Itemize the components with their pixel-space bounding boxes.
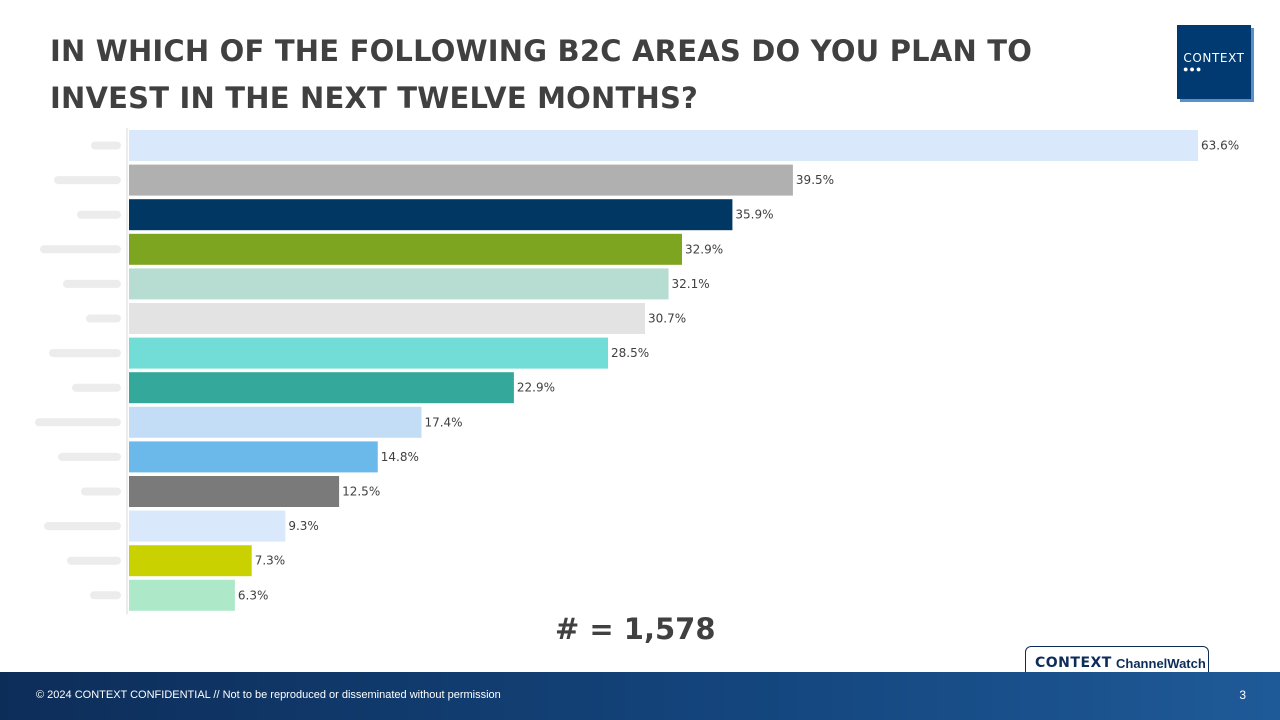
data-label-1: 63.6% — [1201, 139, 1239, 153]
bar-chart: 63.6% 39.5% 35.9% 32.9% 32.1% 30.7% 28.5% 22.9%… — [35, 128, 1239, 615]
category-label-blurred — [91, 141, 121, 150]
data-label-4: 32.9% — [685, 242, 723, 256]
bar-8 — [129, 372, 514, 404]
data-label-3: 35.9% — [735, 208, 773, 222]
badge-product: ChannelWatch — [1116, 656, 1206, 671]
bar-2 — [129, 164, 793, 196]
category-label-blurred — [49, 349, 121, 358]
bar-11 — [129, 476, 340, 507]
data-label-7: 28.5% — [611, 346, 649, 360]
data-label-6: 30.7% — [648, 312, 686, 326]
bar-4 — [129, 233, 682, 265]
data-label-11: 12.5% — [342, 485, 380, 499]
category-label-blurred — [63, 279, 121, 288]
category-label-blurred — [40, 245, 121, 254]
category-label-blurred — [81, 487, 121, 496]
category-label-blurred — [72, 383, 121, 392]
data-label-13: 7.3% — [255, 554, 286, 568]
category-label-blurred — [35, 418, 121, 427]
badge-brand: CONTEXT — [1035, 655, 1112, 671]
category-label-blurred — [54, 176, 121, 185]
context-logo: CONTEXT ●●● — [1177, 25, 1251, 99]
data-label-12: 9.3% — [288, 519, 319, 533]
data-label-9: 17.4% — [424, 415, 462, 429]
category-label-blurred — [90, 591, 121, 600]
logo-text: CONTEXT — [1183, 51, 1245, 65]
bar-9 — [129, 406, 422, 438]
data-label-14: 6.3% — [238, 588, 269, 602]
bar-10 — [129, 441, 378, 473]
sample-size: # = 1,578 — [555, 612, 716, 646]
page-number: 3 — [1239, 688, 1246, 702]
category-label-blurred — [67, 556, 121, 565]
category-label-blurred — [77, 210, 121, 219]
data-label-2: 39.5% — [796, 173, 834, 187]
bar-14 — [129, 579, 235, 611]
logo-dots-icon: ●●● — [1183, 64, 1203, 74]
data-label-5: 32.1% — [672, 277, 710, 291]
category-label-blurred — [58, 452, 121, 461]
bar-5 — [129, 268, 669, 300]
bar-6 — [129, 303, 646, 334]
bar-1 — [129, 130, 1198, 161]
data-label-10: 14.8% — [381, 450, 419, 464]
footer: © 2024 CONTEXT CONFIDENTIAL // Not to be… — [0, 672, 1280, 720]
data-label-8: 22.9% — [517, 381, 555, 395]
page-title: IN WHICH OF THE FOLLOWING B2C AREAS DO Y… — [50, 34, 1033, 115]
bar-13 — [129, 545, 252, 577]
category-label-blurred — [86, 314, 121, 323]
bar-12 — [129, 510, 286, 542]
footer-copyright: © 2024 CONTEXT CONFIDENTIAL // Not to be… — [36, 689, 501, 701]
bar-7 — [129, 337, 609, 369]
bar-3 — [129, 199, 733, 231]
category-label-blurred — [44, 522, 121, 531]
